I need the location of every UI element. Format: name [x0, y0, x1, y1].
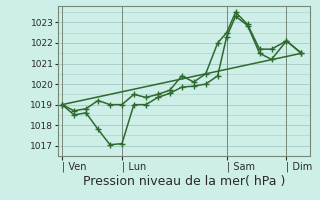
X-axis label: Pression niveau de la mer( hPa ): Pression niveau de la mer( hPa )	[83, 175, 285, 188]
